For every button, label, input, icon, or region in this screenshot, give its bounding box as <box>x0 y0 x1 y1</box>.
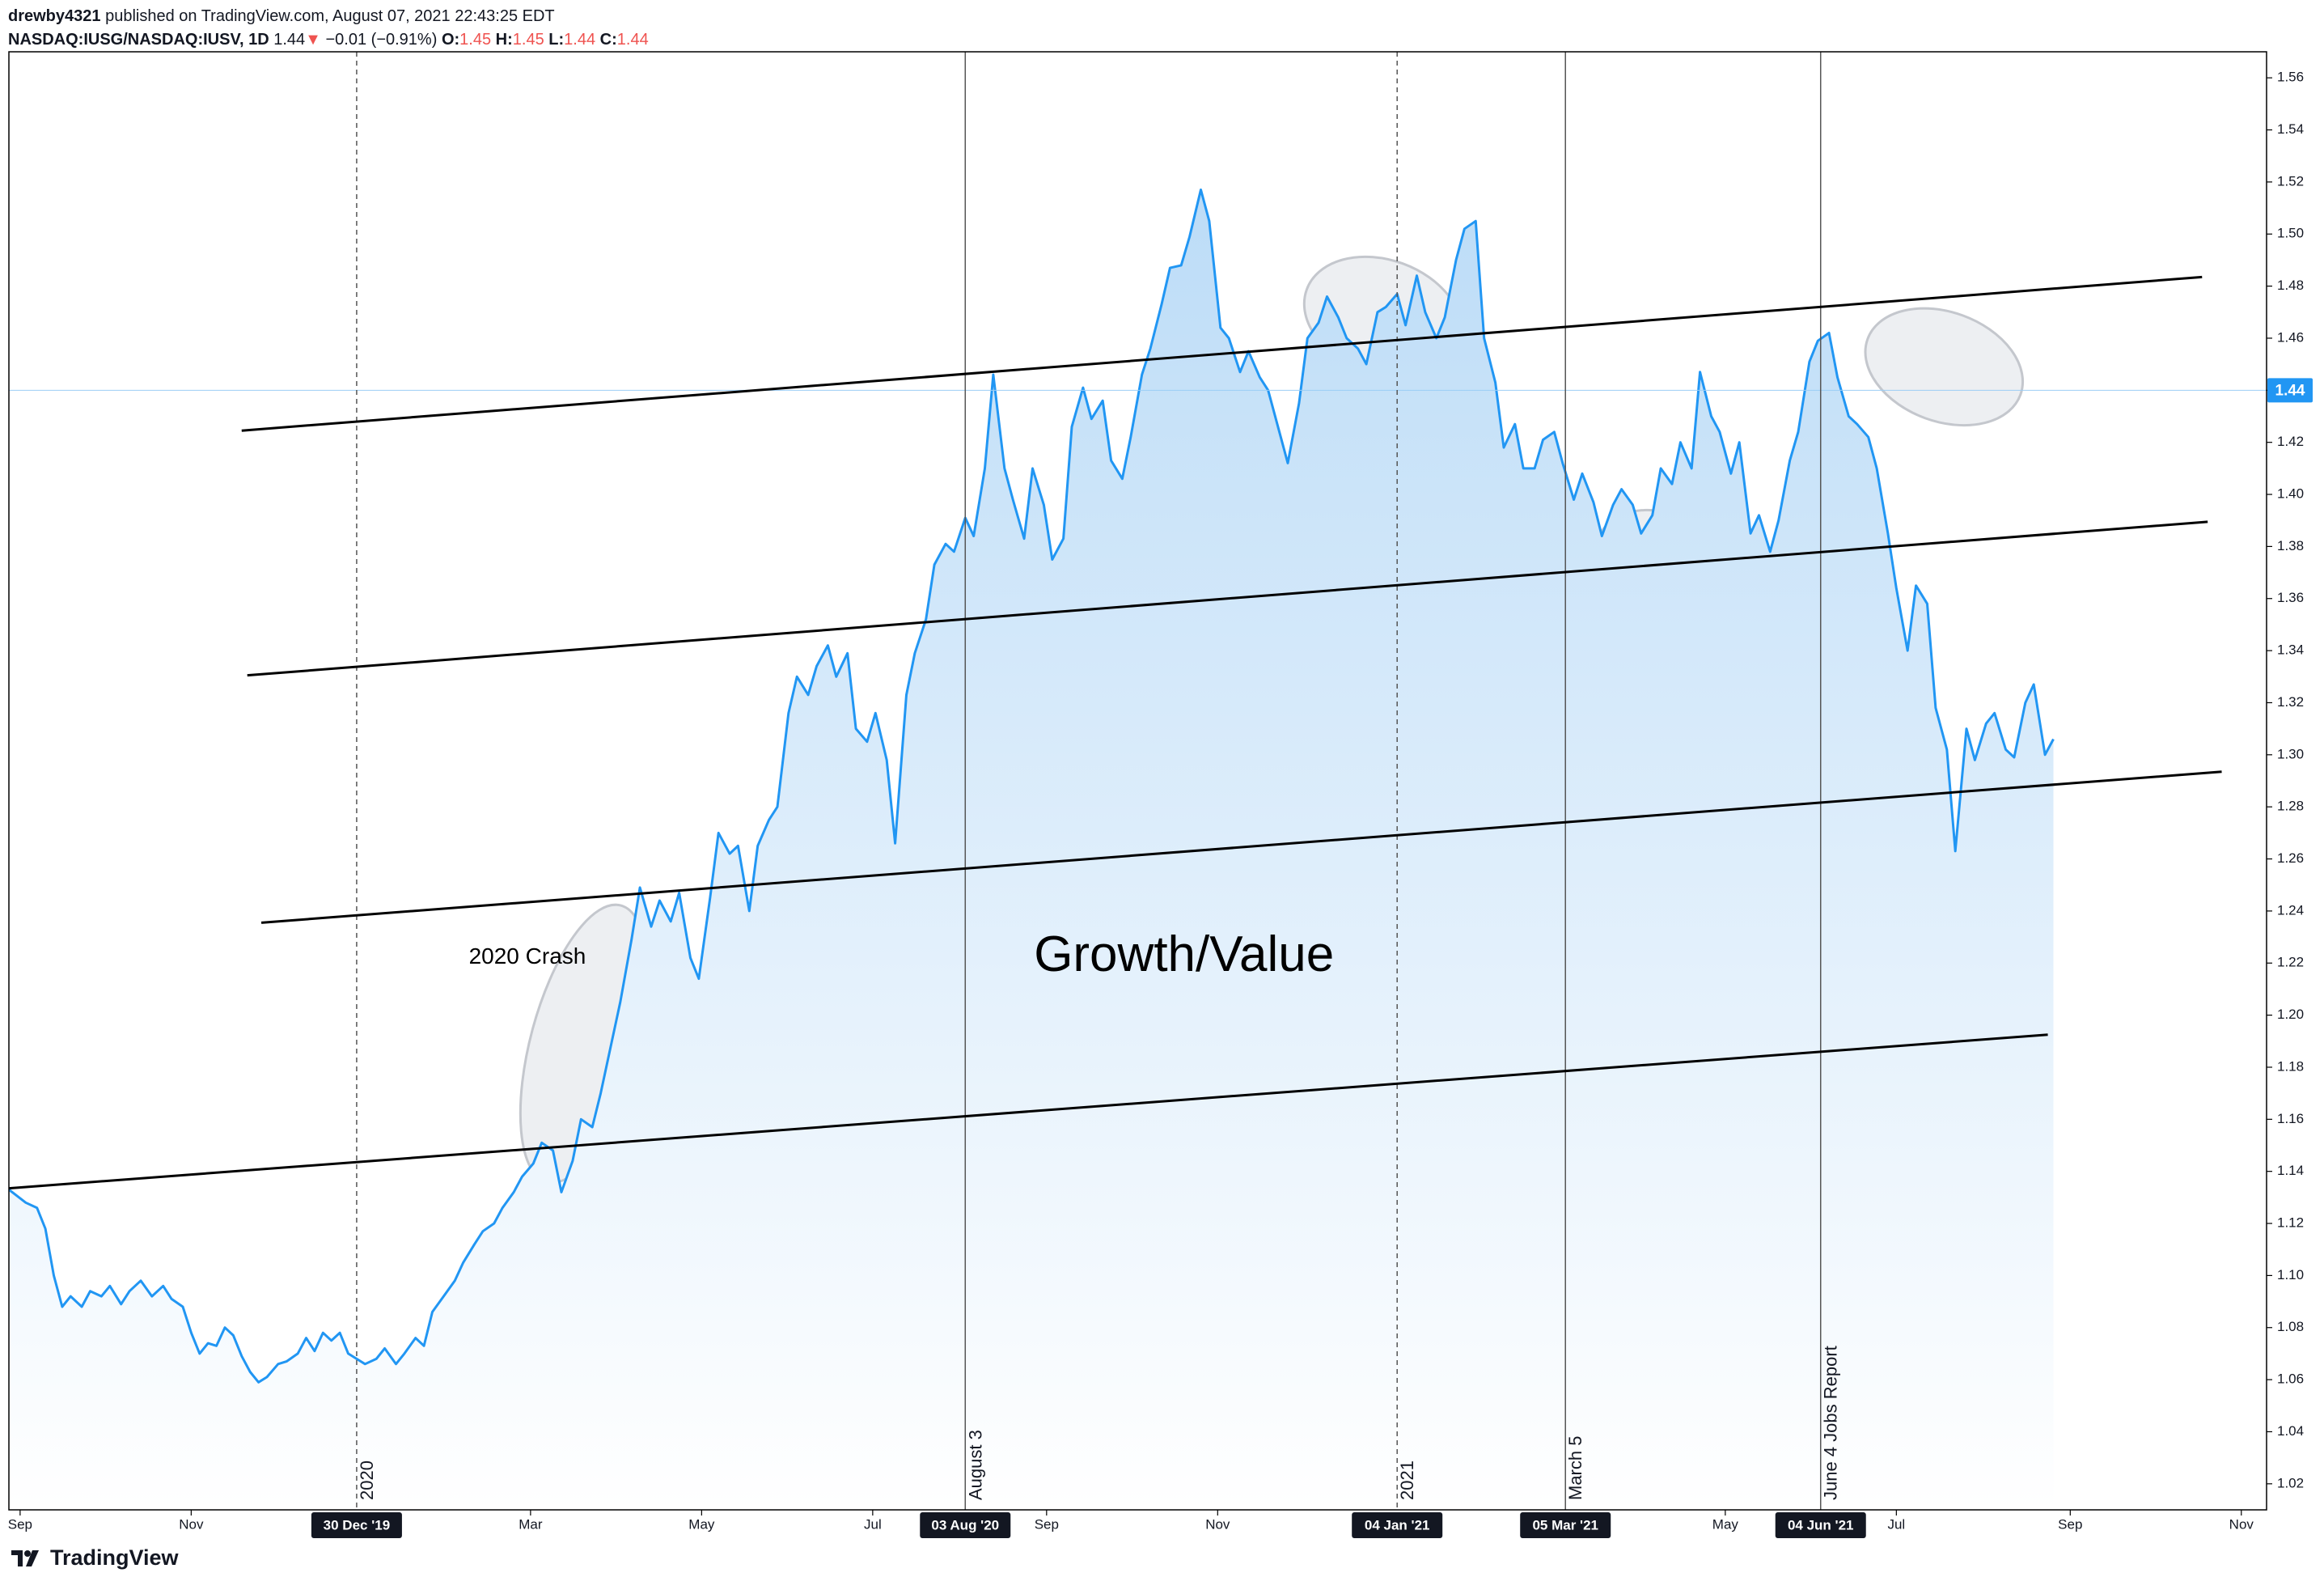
open-label: O: <box>441 31 460 49</box>
y-tick-label: 1.46 <box>2277 329 2304 345</box>
vertical-marker-label: March 5 <box>1565 1436 1585 1500</box>
date-tag-label: 04 Jan '21 <box>1365 1517 1430 1532</box>
x-tick-label: Nov <box>2229 1516 2254 1532</box>
y-tick-label: 1.04 <box>2277 1423 2304 1439</box>
y-tick-label: 1.26 <box>2277 850 2304 866</box>
down-arrow-icon: ▼ <box>305 31 321 49</box>
y-tick-label: 1.02 <box>2277 1475 2304 1490</box>
date-tag-label: 30 Dec '19 <box>324 1517 391 1532</box>
tradingview-logo-icon <box>11 1549 39 1566</box>
date-tag-bg <box>311 1512 402 1538</box>
date-tag-bg <box>1520 1512 1611 1538</box>
time-axis[interactable]: Sep Nov Mar May Jul Sep Nov May Jul Sep Nov 30 Dec … <box>8 1510 2254 1538</box>
x-tick-label: Sep <box>1035 1516 1059 1532</box>
close-label: C: <box>599 31 617 49</box>
vertical-markers: 2020 August 3 2021 March 5 June 4 Jobs Repor… <box>356 52 1841 1510</box>
x-tick-label: May <box>688 1516 715 1532</box>
price-line <box>9 189 2055 1384</box>
current-price-tag: 1.44 <box>2267 378 2313 403</box>
price-change: −0.01 (−0.91%) <box>325 31 438 49</box>
vertical-marker-label: 2020 <box>357 1460 377 1500</box>
x-tick-label: Nov <box>1205 1516 1230 1532</box>
publisher-text: published on TradingView.com, August 07,… <box>100 7 555 25</box>
open-value: 1.45 <box>459 31 492 49</box>
symbol-line: NASDAQ:IUSG/NASDAQ:IUSV, 1D 1.44▼ −0.01 … <box>8 28 649 52</box>
x-tick-label: May <box>1712 1516 1739 1532</box>
y-tick-label: 1.36 <box>2277 590 2304 605</box>
date-tag-label: 05 Mar '21 <box>1532 1517 1598 1532</box>
low-label: L: <box>548 31 565 49</box>
low-value: 1.44 <box>564 31 596 49</box>
x-tick-label: Nov <box>179 1516 204 1532</box>
x-tick-label: Sep <box>2058 1516 2082 1532</box>
y-tick-label: 1.06 <box>2277 1371 2304 1387</box>
tradingview-logo[interactable]: TradingView <box>11 1545 179 1571</box>
y-tick-label: 1.56 <box>2277 70 2304 85</box>
y-tick-label: 1.34 <box>2277 642 2304 658</box>
symbol-name: NASDAQ:IUSG/NASDAQ:IUSV, 1D <box>8 31 269 49</box>
y-tick-label: 1.20 <box>2277 1007 2304 1022</box>
y-tick-label: 1.28 <box>2277 799 2304 814</box>
date-tag-bg <box>1352 1512 1443 1538</box>
y-tick-label: 1.54 <box>2277 121 2304 137</box>
vertical-marker-label: August 3 <box>965 1430 985 1500</box>
date-tag-bg <box>1775 1512 1866 1538</box>
highlight-ellipse <box>1864 307 2025 427</box>
y-tick-label: 1.12 <box>2277 1215 2304 1231</box>
y-tick-label: 1.50 <box>2277 226 2304 241</box>
publisher-line: drewby4321 published on TradingView.com,… <box>8 5 649 28</box>
x-tick-label: Sep <box>8 1516 32 1532</box>
y-tick-label: 1.18 <box>2277 1058 2304 1074</box>
y-tick-label: 1.38 <box>2277 538 2304 553</box>
y-tick-label: 1.32 <box>2277 694 2304 710</box>
plot-area[interactable]: 2020 August 3 2021 March 5 June 4 Jobs Repor… <box>9 52 2267 1510</box>
channel-line <box>260 770 2222 924</box>
price-tag-label: 1.44 <box>2275 382 2305 399</box>
y-tick-label: 1.10 <box>2277 1267 2304 1282</box>
chart-annotation-large: Growth/Value <box>1034 926 1334 982</box>
high-value: 1.45 <box>512 31 544 49</box>
x-tick-label: Mar <box>519 1516 543 1532</box>
date-tag-label: 03 Aug '20 <box>931 1517 999 1532</box>
vertical-marker-label: June 4 Jobs Report <box>1821 1346 1841 1500</box>
y-tick-label: 1.30 <box>2277 746 2304 761</box>
y-tick-label: 1.40 <box>2277 486 2304 502</box>
plot-border <box>8 51 2267 1511</box>
y-tick-label: 1.48 <box>2277 278 2304 293</box>
channel-line <box>247 520 2208 677</box>
channel-line <box>9 1033 2048 1190</box>
text-annotations: 2020 Crash Growth/Value <box>469 926 1335 982</box>
author-name[interactable]: drewby4321 <box>8 7 101 25</box>
y-tick-label: 1.16 <box>2277 1111 2304 1126</box>
y-tick-label: 1.42 <box>2277 434 2304 449</box>
y-tick-label: 1.52 <box>2277 173 2304 189</box>
price-tag-bg <box>2267 378 2313 403</box>
tradingview-logo-text: TradingView <box>50 1545 179 1570</box>
channel-line <box>241 275 2203 432</box>
y-tick-label: 1.08 <box>2277 1319 2304 1334</box>
price-area-fill <box>9 189 2054 1510</box>
channel-trendlines <box>9 275 2222 1190</box>
date-tag-label: 04 Jun '21 <box>1788 1517 1854 1532</box>
vertical-marker-label: 2021 <box>1397 1460 1417 1500</box>
chart-header: drewby4321 published on TradingView.com,… <box>8 5 649 52</box>
high-label: H: <box>495 31 513 49</box>
y-tick-label: 1.24 <box>2277 902 2304 918</box>
y-tick-label: 1.14 <box>2277 1163 2304 1178</box>
last-price: 1.44 <box>273 31 306 49</box>
close-value: 1.44 <box>616 31 649 49</box>
y-tick-label: 1.22 <box>2277 955 2304 970</box>
chart-annotation: 2020 Crash <box>469 943 586 969</box>
x-tick-label: Jul <box>1887 1516 1905 1532</box>
x-tick-label: Jul <box>864 1516 882 1532</box>
date-tag-bg <box>920 1512 1011 1538</box>
price-axis[interactable]: 1.02 1.04 1.06 1.08 1.10 1.12 1.14 1.16 1.18 1.20… <box>2267 70 2304 1491</box>
